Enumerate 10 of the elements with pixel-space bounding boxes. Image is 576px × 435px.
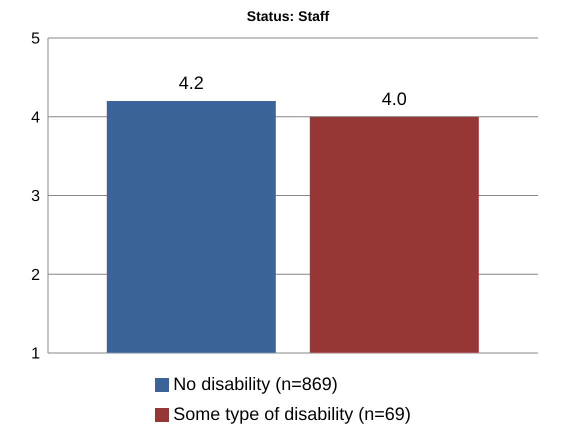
y-tick-label: 2	[31, 266, 40, 284]
y-tick-label: 1	[31, 346, 40, 363]
data-label: 4.0	[382, 88, 407, 109]
y-tick-label: 4	[31, 109, 40, 126]
legend-label: Some type of disability (n=69)	[173, 404, 411, 424]
legend-label: No disability (n=869)	[173, 374, 338, 394]
y-tick-label: 5	[31, 30, 40, 48]
data-label: 4.2	[178, 73, 204, 93]
y-tick-label: 3	[31, 188, 40, 206]
chart-title: Status: Staff	[246, 8, 330, 24]
